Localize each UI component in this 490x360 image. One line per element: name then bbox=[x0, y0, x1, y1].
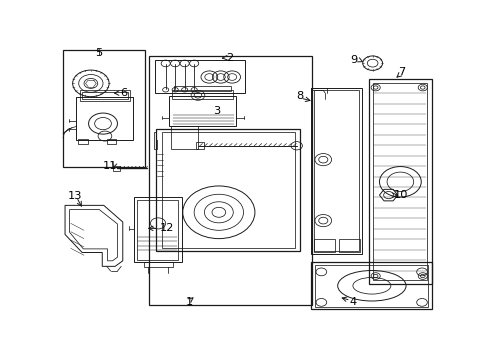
Bar bbox=[315, 265, 428, 307]
Text: 4: 4 bbox=[350, 297, 357, 307]
Bar bbox=[78, 139, 88, 144]
Bar bbox=[314, 239, 335, 252]
Bar bbox=[134, 197, 182, 262]
Bar bbox=[373, 84, 427, 280]
Bar bbox=[170, 96, 236, 126]
Text: 12: 12 bbox=[160, 223, 174, 233]
Text: 13: 13 bbox=[68, 191, 83, 201]
Bar bbox=[155, 60, 245, 93]
Bar bbox=[144, 262, 172, 267]
Bar bbox=[80, 90, 129, 102]
Text: 2: 2 bbox=[226, 53, 234, 63]
Bar bbox=[339, 239, 360, 252]
Bar bbox=[107, 139, 116, 144]
Text: 9: 9 bbox=[351, 55, 358, 66]
Text: 3: 3 bbox=[213, 106, 220, 116]
Bar bbox=[174, 86, 231, 91]
Bar bbox=[314, 90, 359, 251]
Bar bbox=[196, 142, 204, 149]
Bar bbox=[172, 90, 233, 99]
Text: 6: 6 bbox=[120, 88, 127, 98]
Bar bbox=[311, 262, 432, 309]
Bar bbox=[137, 199, 178, 260]
Text: 7: 7 bbox=[398, 67, 406, 77]
Bar bbox=[113, 166, 120, 171]
Bar bbox=[172, 126, 198, 149]
Text: 5: 5 bbox=[96, 48, 103, 58]
Text: 11: 11 bbox=[103, 161, 118, 171]
Bar bbox=[63, 50, 145, 167]
Bar bbox=[76, 97, 133, 140]
Text: 1: 1 bbox=[186, 297, 193, 307]
Text: 8: 8 bbox=[296, 91, 303, 102]
Text: 10: 10 bbox=[394, 190, 408, 200]
Bar bbox=[156, 129, 300, 251]
Bar bbox=[148, 56, 312, 305]
Bar bbox=[82, 92, 128, 99]
Bar bbox=[369, 79, 432, 284]
Bar bbox=[162, 132, 295, 248]
Bar bbox=[311, 87, 363, 254]
